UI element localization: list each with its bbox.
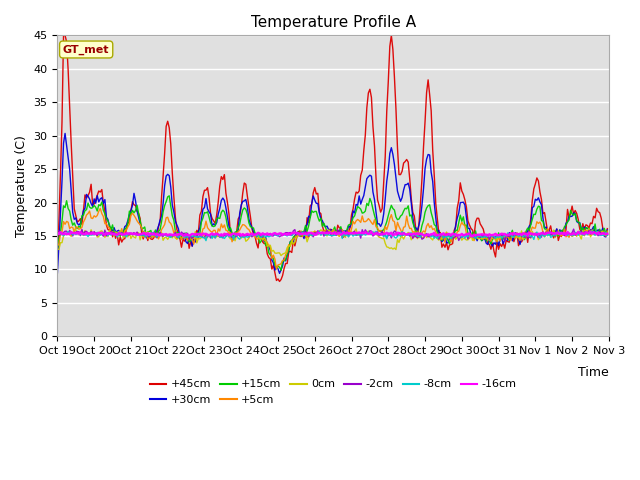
-16cm [294,230,301,236]
+30cm [276,271,284,276]
+45cm [219,177,227,182]
0cm [236,233,244,239]
0cm [604,232,611,238]
+45cm [237,204,245,210]
-2cm [576,230,584,236]
+5cm [219,225,227,230]
+30cm [576,220,584,226]
-8cm [121,232,129,238]
Line: +5cm: +5cm [58,208,607,269]
+15cm [121,226,129,232]
0cm [574,228,582,234]
-16cm [245,232,253,238]
+5cm [54,243,61,249]
Line: -2cm: -2cm [58,229,607,241]
+45cm [54,257,61,263]
-2cm [294,229,301,235]
Line: +45cm: +45cm [58,36,607,281]
Line: +15cm: +15cm [58,196,607,270]
+15cm [297,233,305,239]
+30cm [122,222,130,228]
-2cm [218,232,225,238]
-8cm [54,231,61,237]
Text: GT_met: GT_met [63,44,109,55]
-2cm [54,228,61,234]
-8cm [604,232,611,238]
+5cm [604,228,611,234]
Title: Temperature Profile A: Temperature Profile A [251,15,416,30]
-16cm [236,231,244,237]
-2cm [570,226,577,232]
-16cm [604,231,611,237]
Line: +30cm: +30cm [58,133,607,274]
-2cm [501,239,509,244]
+15cm [219,207,227,213]
0cm [585,226,593,231]
+15cm [604,228,611,234]
+45cm [246,214,254,219]
-2cm [236,233,244,239]
-8cm [246,233,254,239]
+30cm [61,131,69,136]
+30cm [297,230,305,236]
-8cm [296,232,303,238]
Line: -8cm: -8cm [58,231,607,240]
-8cm [202,238,210,243]
+5cm [97,205,104,211]
0cm [218,232,225,238]
Text: Time: Time [578,366,609,380]
0cm [54,247,61,252]
+45cm [604,226,611,231]
+45cm [297,234,305,240]
+15cm [237,213,245,219]
+45cm [61,33,69,38]
-16cm [468,233,476,239]
+15cm [246,224,254,229]
0cm [121,233,129,239]
0cm [245,235,253,241]
0cm [296,231,303,237]
+30cm [604,227,611,233]
Y-axis label: Temperature (C): Temperature (C) [15,135,28,237]
+30cm [246,221,254,227]
Line: -16cm: -16cm [58,232,607,236]
+5cm [273,266,280,272]
-8cm [574,232,582,238]
-16cm [218,231,225,237]
+5cm [246,229,254,235]
+15cm [165,193,173,199]
Legend: +45cm, +30cm, +15cm, +5cm, 0cm, -2cm, -8cm, -16cm: +45cm, +30cm, +15cm, +5cm, 0cm, -2cm, -8… [145,375,521,409]
+45cm [122,226,130,232]
-8cm [237,233,245,239]
+30cm [237,202,245,208]
-8cm [219,234,227,240]
+5cm [297,231,305,237]
-16cm [587,229,595,235]
-16cm [574,229,582,235]
+30cm [219,195,227,201]
-2cm [245,234,253,240]
-16cm [121,231,129,237]
+15cm [576,220,584,226]
+15cm [277,267,285,273]
0cm [277,252,285,258]
-16cm [54,230,61,236]
+30cm [54,270,61,276]
+5cm [576,229,584,235]
-8cm [588,228,596,234]
-2cm [121,232,129,238]
-2cm [604,231,611,237]
+45cm [276,278,284,284]
+15cm [54,247,61,252]
Line: 0cm: 0cm [58,228,607,255]
+5cm [122,227,130,233]
+5cm [237,224,245,230]
+45cm [576,226,584,232]
